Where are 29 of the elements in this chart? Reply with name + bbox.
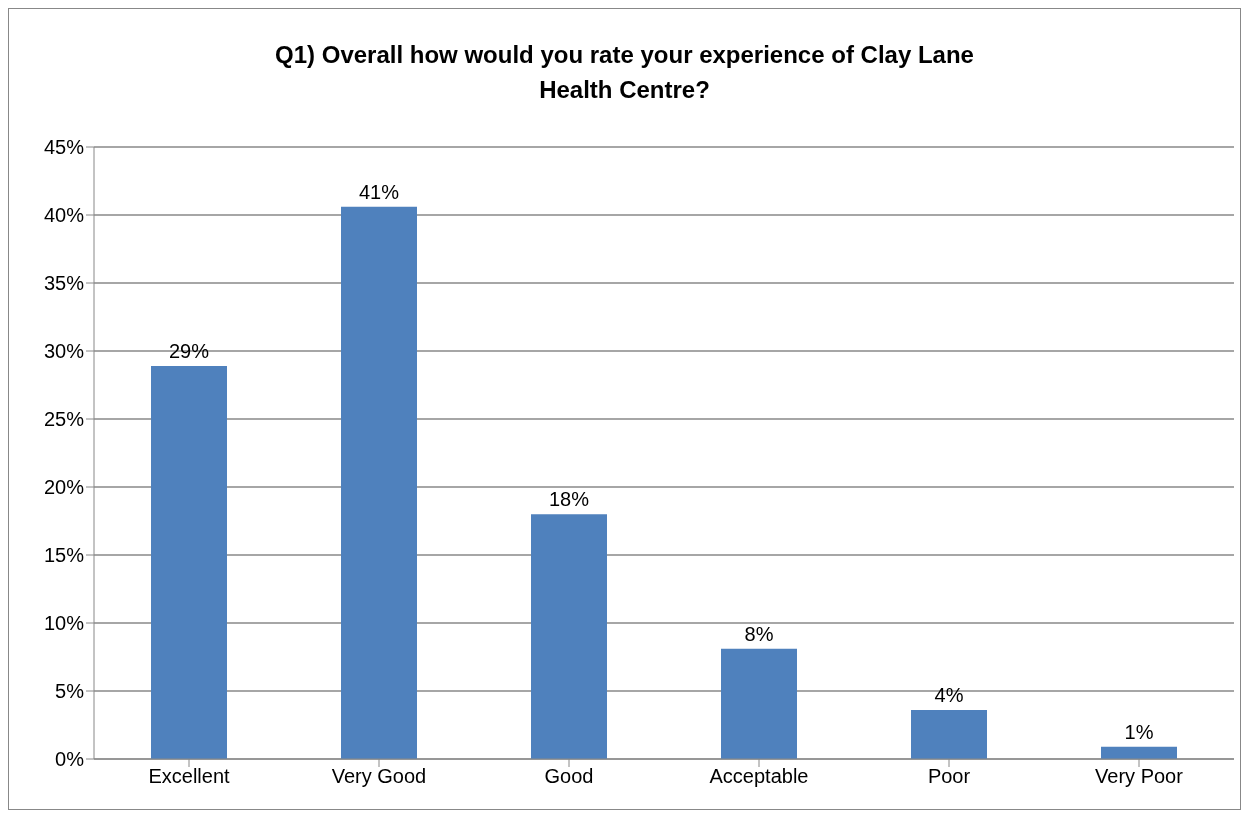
- data-label: 1%: [1124, 720, 1154, 743]
- x-tick-label: Poor: [927, 765, 971, 788]
- bar: [531, 514, 607, 759]
- y-tick-label: 20%: [43, 476, 85, 499]
- y-tick-label: 5%: [55, 680, 85, 703]
- data-label: 41%: [358, 180, 400, 203]
- bar: [911, 710, 987, 759]
- bar: [721, 648, 797, 759]
- bar: [1101, 746, 1177, 759]
- y-tick-label: 15%: [43, 544, 85, 567]
- bar: [151, 365, 227, 759]
- data-label: 8%: [744, 622, 774, 645]
- data-label: 4%: [934, 684, 964, 707]
- y-tick-label: 35%: [43, 272, 85, 295]
- x-tick-label: Acceptable: [709, 765, 809, 788]
- y-tick-label: 25%: [43, 408, 85, 431]
- y-tick-label: 45%: [43, 136, 85, 159]
- data-label: 18%: [548, 488, 590, 511]
- y-tick-label: 0%: [55, 748, 85, 771]
- x-tick-label: Very Poor: [1095, 765, 1184, 788]
- bar: [341, 206, 417, 759]
- x-tick-label: Good: [544, 765, 594, 788]
- y-tick-label: 10%: [43, 612, 85, 635]
- x-tick-label: Very Good: [331, 765, 427, 788]
- data-label: 29%: [168, 339, 210, 362]
- chart-title: Q1) Overall how would you rate your experience of Clay Lane Health Centre?: [274, 40, 975, 105]
- y-tick-label: 40%: [43, 204, 85, 227]
- x-tick-label: Excellent: [148, 765, 231, 788]
- y-tick-label: 30%: [43, 340, 85, 363]
